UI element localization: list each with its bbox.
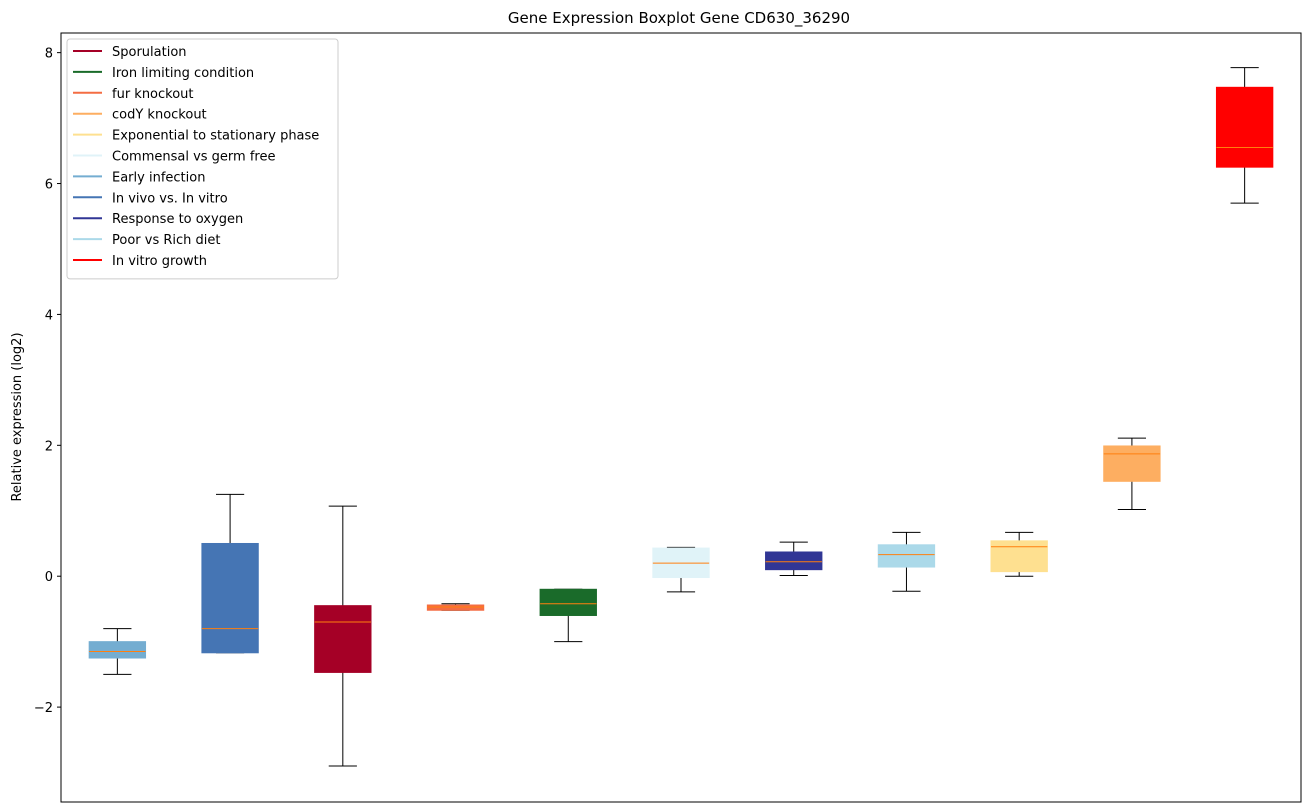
box bbox=[1215, 86, 1274, 168]
box bbox=[539, 588, 597, 616]
y-axis-label: Relative expression (log2) bbox=[10, 332, 25, 501]
legend-label: Poor vs Rich diet bbox=[112, 233, 220, 248]
legend-label: Early infection bbox=[112, 170, 205, 185]
legend-label: In vivo vs. In vitro bbox=[112, 191, 228, 206]
axes-frame bbox=[60, 32, 1302, 803]
legend-label: In vitro growth bbox=[112, 254, 207, 269]
y-tick-label: 2 bbox=[45, 439, 53, 454]
box bbox=[765, 551, 823, 571]
legend-label: Iron limiting condition bbox=[112, 66, 254, 81]
plot-area: −2 0 2 4 6 8 Sporulation Iron limiting conditio… bbox=[34, 32, 1302, 803]
y-tick-label: 6 bbox=[45, 178, 53, 193]
box bbox=[877, 544, 936, 568]
legend-box bbox=[66, 38, 339, 280]
chart-title: Gene Expression Boxplot Gene CD630_36290 bbox=[508, 9, 850, 28]
box bbox=[201, 542, 259, 654]
box bbox=[88, 641, 147, 659]
y-tick-label: 4 bbox=[45, 308, 53, 323]
box bbox=[1103, 445, 1161, 482]
box bbox=[314, 605, 372, 673]
legend-label: Sporulation bbox=[112, 45, 187, 60]
box bbox=[990, 540, 1048, 573]
y-tick-label: −2 bbox=[34, 701, 53, 716]
legend-label: Commensal vs germ free bbox=[112, 150, 275, 165]
y-tick-label: 0 bbox=[45, 570, 53, 585]
legend-label: codY knockout bbox=[112, 108, 207, 123]
legend-label: Exponential to stationary phase bbox=[112, 129, 319, 144]
box bbox=[426, 604, 485, 611]
y-tick-label: 8 bbox=[45, 47, 53, 62]
legend-label: Response to oxygen bbox=[112, 212, 243, 227]
legend-label: fur knockout bbox=[112, 87, 194, 102]
